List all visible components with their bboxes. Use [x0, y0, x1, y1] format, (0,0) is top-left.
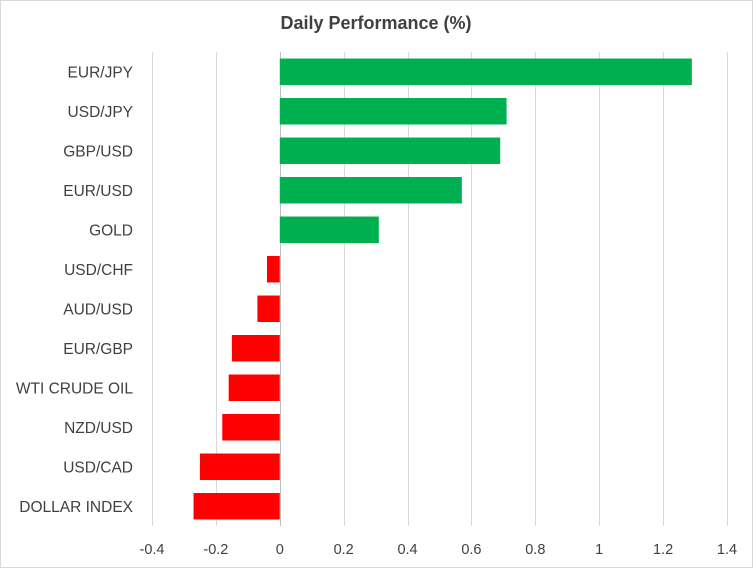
x-tick-label: -0.2 — [203, 542, 228, 558]
bar-eur-gbp — [231, 335, 280, 362]
x-tick-label: 1 — [595, 542, 603, 558]
bar-eur-usd — [279, 177, 462, 204]
category-label: EUR/JPY — [68, 64, 133, 81]
gridlines — [152, 52, 728, 526]
bar-eur-jpy — [279, 58, 692, 85]
bar-usd-cad — [199, 453, 280, 480]
category-label: DOLLAR INDEX — [19, 499, 133, 516]
x-axis-tick-labels: -0.4 -0.2 0 0.2 0.4 0.6 0.8 1 1.2 1.4 — [140, 542, 738, 558]
category-label: NZD/USD — [64, 420, 133, 437]
category-label: GBP/USD — [63, 143, 133, 160]
x-tick-label: 0 — [276, 542, 284, 558]
x-tick-label: 0.8 — [525, 542, 545, 558]
bar-aud-usd — [257, 295, 280, 322]
category-label: USD/CHF — [64, 262, 133, 279]
category-labels: EUR/JPY USD/JPY GBP/USD EUR/USD GOLD USD/CHF A… — [16, 64, 134, 516]
bar-usd-jpy — [279, 98, 507, 125]
bar-wti-crude-oil — [228, 374, 280, 401]
x-tick-label: 1.2 — [653, 542, 673, 558]
bar-nzd-usd — [222, 414, 280, 441]
bar-dollar-index — [193, 493, 280, 520]
bar-gbp-usd — [279, 137, 501, 164]
category-label: EUR/USD — [63, 183, 133, 200]
chart-title: Daily Performance (%) — [280, 13, 471, 33]
x-tick-label: 0.4 — [397, 542, 417, 558]
category-label: USD/JPY — [68, 104, 133, 121]
x-tick-label: 0.6 — [461, 542, 481, 558]
category-label: USD/CAD — [63, 459, 133, 476]
category-label: EUR/GBP — [63, 341, 133, 358]
bar-usd-chf — [267, 256, 280, 283]
category-label: WTI CRUDE OIL — [16, 380, 133, 397]
x-tick-label: 1.4 — [717, 542, 737, 558]
x-tick-label: 0.2 — [334, 542, 354, 558]
bar-gold — [279, 216, 379, 243]
category-label: GOLD — [89, 222, 133, 239]
category-label: AUD/USD — [63, 301, 133, 318]
bars — [193, 58, 692, 520]
x-tick-label: -0.4 — [140, 542, 165, 558]
